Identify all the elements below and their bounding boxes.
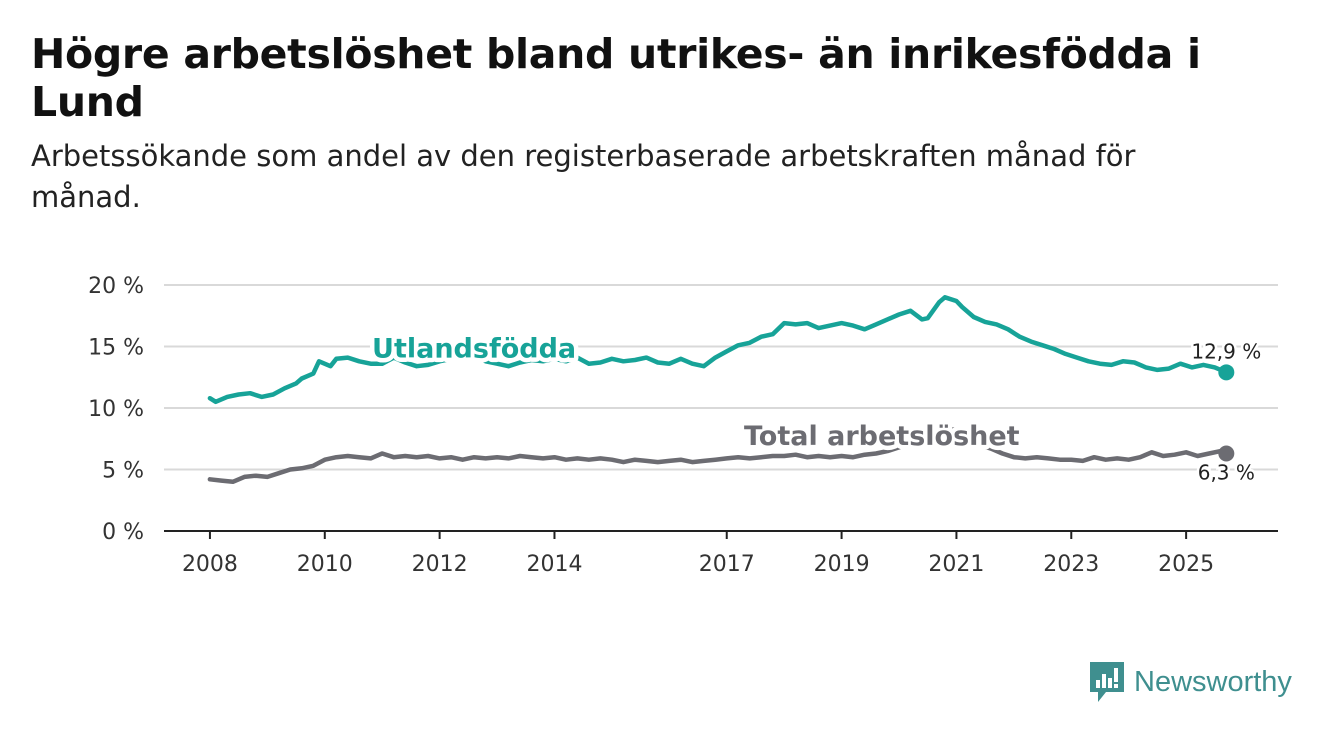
line-chart: 0 % 5 % 10 % 15 % 20 % 2008 2010 2012 2014 2017 20… [88,274,1278,577]
x-tick-label: 2017 [699,552,755,577]
y-tick-label: 10 % [88,397,144,422]
y-tick-label: 20 % [88,274,144,299]
x-tick-label: 2025 [1158,552,1214,577]
series-line-total [207,425,1229,485]
newsworthy-logo-icon [1090,662,1124,702]
series-end-point-utlandsfodda [1218,364,1235,381]
x-tick-label: 2014 [526,552,582,577]
brand-name: Newsworthy [1134,665,1292,698]
x-tick-label: 2012 [412,552,468,577]
y-tick-label: 5 % [102,459,144,484]
x-tick-label: 2008 [182,552,238,577]
end-value-label-utlandsfodda: 12,9 % [1191,339,1261,363]
series-label-total: Total arbetslöshet [744,421,1020,452]
end-value-label-total: 6,3 % [1198,461,1255,485]
x-tick-label: 2023 [1043,552,1099,577]
x-tick-label: 2010 [297,552,353,577]
series-label-utlandsfodda: Utlandsfödda [372,334,576,365]
series-line-utlandsfodda [207,295,1229,405]
series-end-point-total [1218,445,1235,462]
chart-title: Högre arbetslöshet bland utrikes- än inr… [31,30,1201,126]
y-tick-label: 15 % [88,336,144,361]
y-tick-label: 0 % [102,520,144,545]
chart-subtitle: Arbetssökande som andel av den registerb… [31,139,1136,214]
newsworthy-logo: Newsworthy [1088,660,1292,704]
x-tick-label: 2019 [814,552,870,577]
x-tick-label: 2021 [928,552,984,577]
